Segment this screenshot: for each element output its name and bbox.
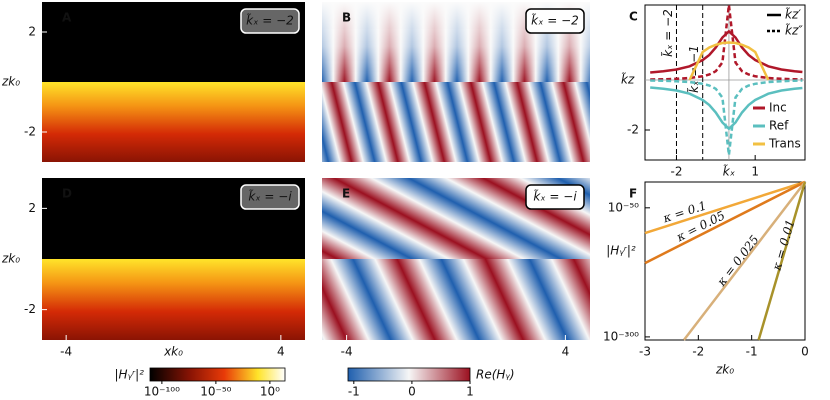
y-tick-label: 10⁻³⁰⁰ (603, 329, 639, 343)
annotation-box (525, 8, 585, 34)
x-tick-label: 4 (562, 345, 570, 359)
x-tick-label: -4 (60, 345, 72, 359)
field-map-intensity (42, 82, 305, 162)
colorbar-tick-label: -1 (348, 385, 360, 399)
colorbar-tick-label: 0 (408, 385, 416, 399)
annotation-box (240, 8, 300, 34)
series-line-imag (650, 4, 803, 81)
series-line-imag (650, 79, 803, 156)
series-line (688, 41, 770, 81)
colorbar-tick-label: 1 (466, 385, 474, 399)
x-tick-label: -2 (670, 165, 682, 179)
legend-label: k̃z″ (785, 23, 803, 37)
y-tick-label: 2 (28, 25, 36, 39)
panel-label: B (342, 11, 351, 25)
panel-label: D (62, 187, 72, 201)
series-line (682, 181, 806, 341)
x-tick-label: -1 (746, 345, 758, 359)
y-tick-label: 10⁻⁵⁰ (608, 200, 639, 214)
x-tick-label: 1 (751, 165, 759, 179)
annotation: k̃ₓ = −2 (531, 13, 579, 27)
x-tick-label: -3 (639, 345, 651, 359)
field-map-lower (322, 259, 590, 340)
colorbar-tick-label: 10⁰ (260, 385, 280, 399)
y-axis-label: zk₀ (1, 252, 20, 266)
x-axis-label: k̃ₓ (723, 164, 735, 178)
legend-label: Trans (768, 137, 801, 151)
legend-label: k̃z′ (785, 7, 801, 21)
colorbar (347, 367, 471, 382)
series-line (644, 180, 806, 235)
colorbar-tick-label: 10⁻¹⁰⁰ (144, 385, 180, 399)
panel-label: E (342, 187, 350, 201)
series-line (644, 180, 806, 265)
legend-label: Ref (769, 119, 789, 133)
guide-label: k̃ₓ = −2 (661, 9, 675, 57)
y-axis-label: |Hᵧʳ|² (606, 244, 636, 258)
annotation: k̃ₓ = −i (248, 189, 292, 203)
x-tick-label: 0 (801, 345, 809, 359)
panel-label: A (62, 11, 72, 25)
annotation-box (240, 184, 300, 210)
y-tick-label: 2 (28, 201, 36, 215)
legend-label: Inc (769, 101, 787, 115)
colorbar-tick-label: 10⁻⁵⁰ (200, 385, 231, 399)
y-tick-label: -2 (627, 123, 639, 137)
x-axis-label: xk₀ (163, 345, 183, 359)
series-line (650, 29, 803, 74)
x-tick-label: 4 (277, 345, 285, 359)
series-line (650, 86, 803, 131)
field-map-intensity (42, 259, 305, 340)
colorbar (149, 367, 286, 382)
series-line (757, 181, 807, 341)
y-tick-label: -2 (24, 302, 36, 316)
y-axis-label: zk₀ (1, 75, 20, 89)
annotation: k̃ₓ = −2 (246, 13, 294, 27)
panel-label: C (629, 10, 638, 24)
annotation: k̃ₓ = −i (533, 189, 577, 203)
y-tick-label: -2 (24, 125, 36, 139)
annotation-box (525, 184, 585, 210)
colorbar-label: |Hᵧʳ|² (115, 368, 145, 382)
field-map-lower (322, 82, 590, 162)
x-axis-label: zk₀ (715, 363, 734, 377)
x-tick-label: -2 (692, 345, 704, 359)
colorbar-label: Re(Hᵧ) (476, 368, 515, 382)
x-tick-label: -4 (341, 345, 353, 359)
panel-label: F (629, 187, 637, 201)
y-axis-label: k̃z (621, 72, 635, 86)
